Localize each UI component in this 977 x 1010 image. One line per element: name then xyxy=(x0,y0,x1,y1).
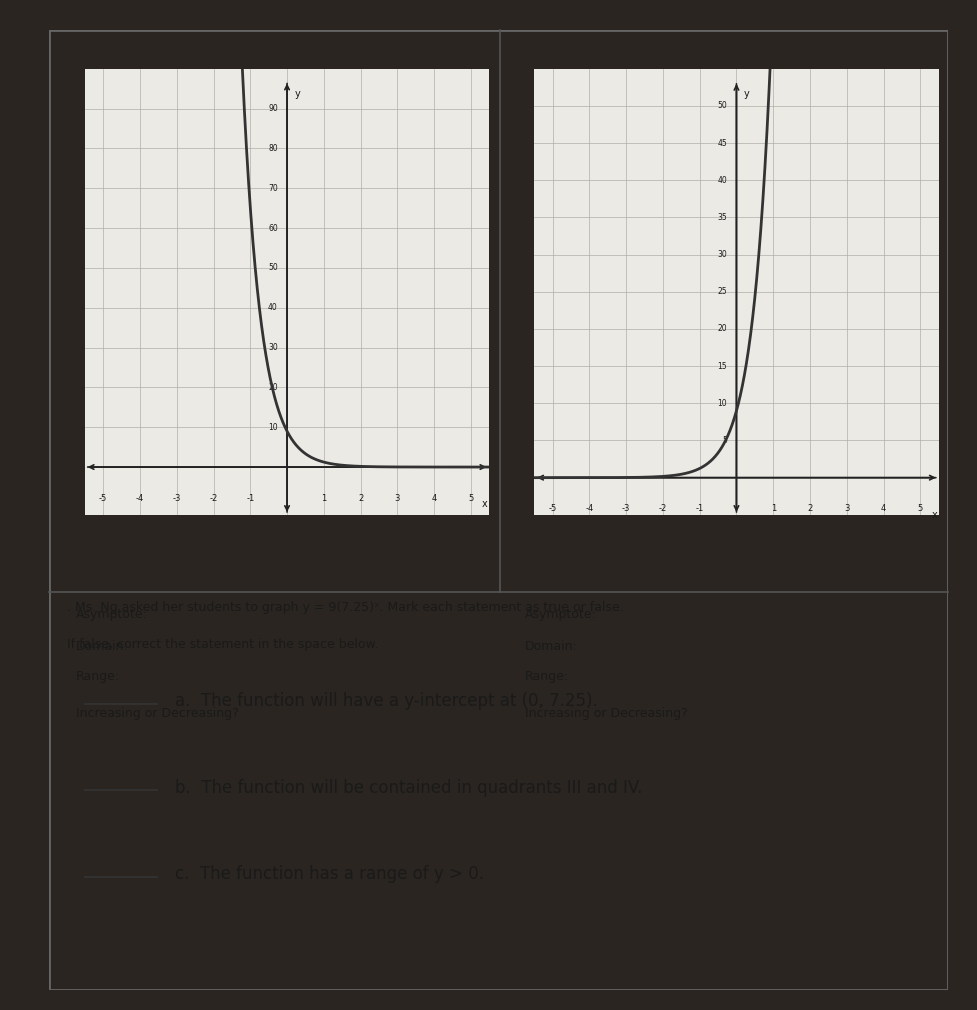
Text: 1: 1 xyxy=(321,494,326,503)
Text: 4: 4 xyxy=(881,504,886,513)
Text: y: y xyxy=(294,89,300,99)
Text: 30: 30 xyxy=(717,250,727,260)
Text: 70: 70 xyxy=(268,184,277,193)
Text: y: y xyxy=(743,89,749,99)
Text: c.  The function has a range of y > 0.: c. The function has a range of y > 0. xyxy=(175,865,484,883)
Text: Asymptote:: Asymptote: xyxy=(76,608,148,621)
Text: -5: -5 xyxy=(548,504,557,513)
Text: 30: 30 xyxy=(268,343,277,352)
Text: If false, correct the statement in the space below.: If false, correct the statement in the s… xyxy=(66,637,378,650)
Text: Increasing or Decreasing?: Increasing or Decreasing? xyxy=(526,707,688,720)
Text: 90: 90 xyxy=(268,104,277,113)
Text: x: x xyxy=(931,510,937,520)
Text: 50: 50 xyxy=(268,264,277,273)
Text: 2: 2 xyxy=(807,504,813,513)
Text: 2: 2 xyxy=(358,494,363,503)
Text: Increasing or Decreasing?: Increasing or Decreasing? xyxy=(76,707,238,720)
Text: -1: -1 xyxy=(696,504,703,513)
Text: 5: 5 xyxy=(468,494,474,503)
Text: 1: 1 xyxy=(771,504,776,513)
Text: 10: 10 xyxy=(269,423,277,431)
Text: Range:: Range: xyxy=(76,671,120,684)
Text: 25: 25 xyxy=(718,287,727,296)
Text: -1: -1 xyxy=(246,494,254,503)
Text: -3: -3 xyxy=(173,494,181,503)
Text: Range:: Range: xyxy=(526,671,570,684)
Text: a.  The function will have a y-intercept at (0, 7.25).: a. The function will have a y-intercept … xyxy=(175,693,598,710)
Text: Asymptote:: Asymptote: xyxy=(526,608,597,621)
Text: -2: -2 xyxy=(658,504,667,513)
Text: -5: -5 xyxy=(99,494,107,503)
Text: . Ms. Ng asked her students to graph y = 9(7.25)ˣ. Mark each statement as true o: . Ms. Ng asked her students to graph y =… xyxy=(66,601,623,614)
Text: 4: 4 xyxy=(432,494,437,503)
Text: Domain:: Domain: xyxy=(526,639,578,652)
Text: 5: 5 xyxy=(722,436,727,445)
Text: 60: 60 xyxy=(268,223,277,232)
Text: -2: -2 xyxy=(209,494,218,503)
Text: b.  The function will be contained in quadrants III and IV.: b. The function will be contained in qua… xyxy=(175,779,642,797)
Text: 15: 15 xyxy=(718,362,727,371)
Text: 45: 45 xyxy=(717,138,727,147)
Text: 10: 10 xyxy=(718,399,727,408)
Text: 3: 3 xyxy=(395,494,400,503)
Text: 40: 40 xyxy=(268,303,277,312)
Text: x: x xyxy=(482,499,488,509)
Text: -3: -3 xyxy=(622,504,630,513)
Text: 5: 5 xyxy=(917,504,923,513)
Text: 35: 35 xyxy=(717,213,727,222)
Text: 3: 3 xyxy=(844,504,849,513)
Text: 40: 40 xyxy=(717,176,727,185)
Text: 20: 20 xyxy=(269,383,277,392)
Text: -4: -4 xyxy=(136,494,144,503)
Text: 50: 50 xyxy=(717,101,727,110)
Text: -4: -4 xyxy=(585,504,593,513)
Text: 80: 80 xyxy=(269,143,277,153)
Text: Domain:: Domain: xyxy=(76,639,129,652)
Text: 20: 20 xyxy=(718,324,727,333)
